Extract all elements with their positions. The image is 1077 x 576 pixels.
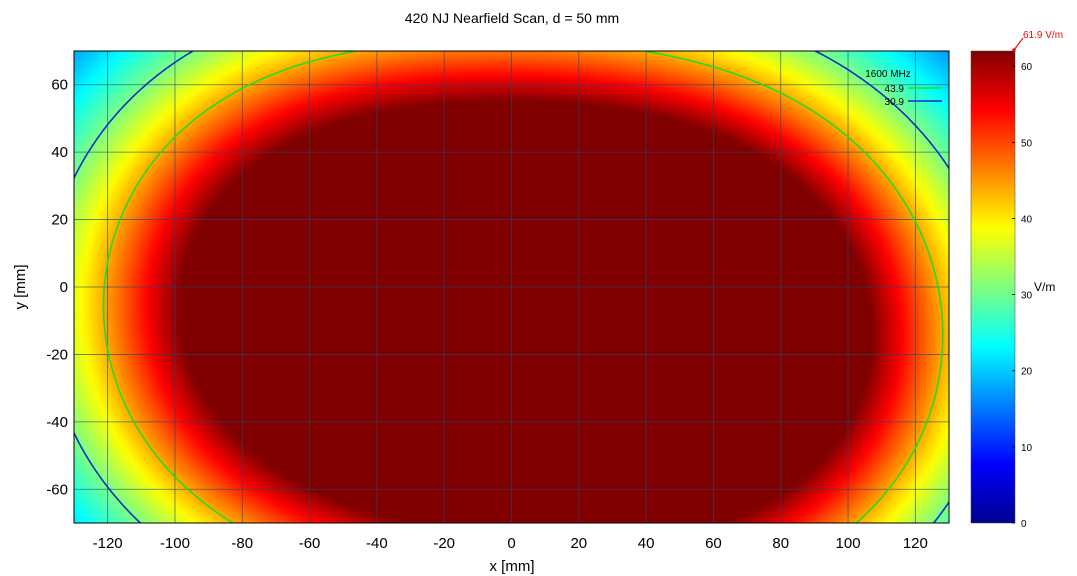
- legend-entry-30-9: 30.9: [885, 97, 905, 108]
- y-tick-label: 20: [51, 212, 68, 229]
- colorbar-tick-label: 30: [1021, 291, 1033, 302]
- colorbar-ticks: 0 10 20 30 40 50 60: [1012, 62, 1033, 530]
- x-axis-label: x [mm]: [490, 558, 535, 575]
- x-axis-ticks: -120 -100 -80 -60 -40 -20 0 20 40 60 80 100 120: [93, 535, 928, 552]
- y-tick-label: -40: [46, 414, 68, 431]
- x-tick-label: -120: [93, 535, 123, 552]
- y-tick-label: -20: [46, 346, 68, 363]
- y-tick-label: -60: [46, 481, 68, 498]
- plot-frame: [73, 50, 950, 524]
- y-tick-label: 40: [51, 144, 68, 161]
- colorbar-tick-label: 0: [1021, 519, 1027, 530]
- legend-title: 1600 MHz: [865, 69, 911, 80]
- y-tick-label: 60: [51, 77, 68, 94]
- x-tick-label: 60: [705, 535, 722, 552]
- colorbar-gradient: [971, 51, 1015, 523]
- x-tick-label: -20: [433, 535, 455, 552]
- legend-entry-43-9: 43.9: [885, 84, 905, 95]
- y-axis-label: y [mm]: [12, 265, 29, 310]
- max-marker-line: [1013, 37, 1024, 51]
- max-value-label: 61.9 V/m: [1023, 30, 1063, 41]
- x-tick-label: -60: [299, 535, 321, 552]
- colorbar-unit: V/m: [1034, 280, 1055, 294]
- max-marker-dot: [1012, 48, 1016, 52]
- x-tick-label: 20: [570, 535, 587, 552]
- colorbar-tick-label: 40: [1021, 214, 1033, 225]
- y-axis-ticks: -60 -40 -20 0 20 40 60: [46, 77, 68, 499]
- colorbar-tick-label: 50: [1021, 138, 1033, 149]
- x-tick-label: 100: [836, 535, 861, 552]
- x-tick-label: 120: [903, 535, 928, 552]
- x-tick-label: 40: [638, 535, 655, 552]
- colorbar-tick-label: 20: [1021, 367, 1033, 378]
- y-tick-label: 0: [60, 279, 68, 296]
- colorbar-tick-label: 60: [1021, 62, 1033, 73]
- colorbar-tick-label: 10: [1021, 443, 1033, 454]
- x-tick-label: -80: [231, 535, 253, 552]
- chart-title: 420 NJ Nearfield Scan, d = 50 mm: [405, 10, 619, 26]
- legend: 1600 MHz 43.9 30.9: [865, 69, 942, 108]
- x-tick-label: -40: [366, 535, 388, 552]
- plot-area: [73, 50, 950, 524]
- x-tick-label: 80: [772, 535, 789, 552]
- contour-43-9: [102, 51, 944, 523]
- x-tick-label: -100: [160, 535, 190, 552]
- colorbar: 0 10 20 30 40 50 60 V/m 61.9 V/m: [970, 30, 1063, 530]
- x-tick-label: 0: [507, 535, 515, 552]
- grid-lines: [74, 51, 949, 523]
